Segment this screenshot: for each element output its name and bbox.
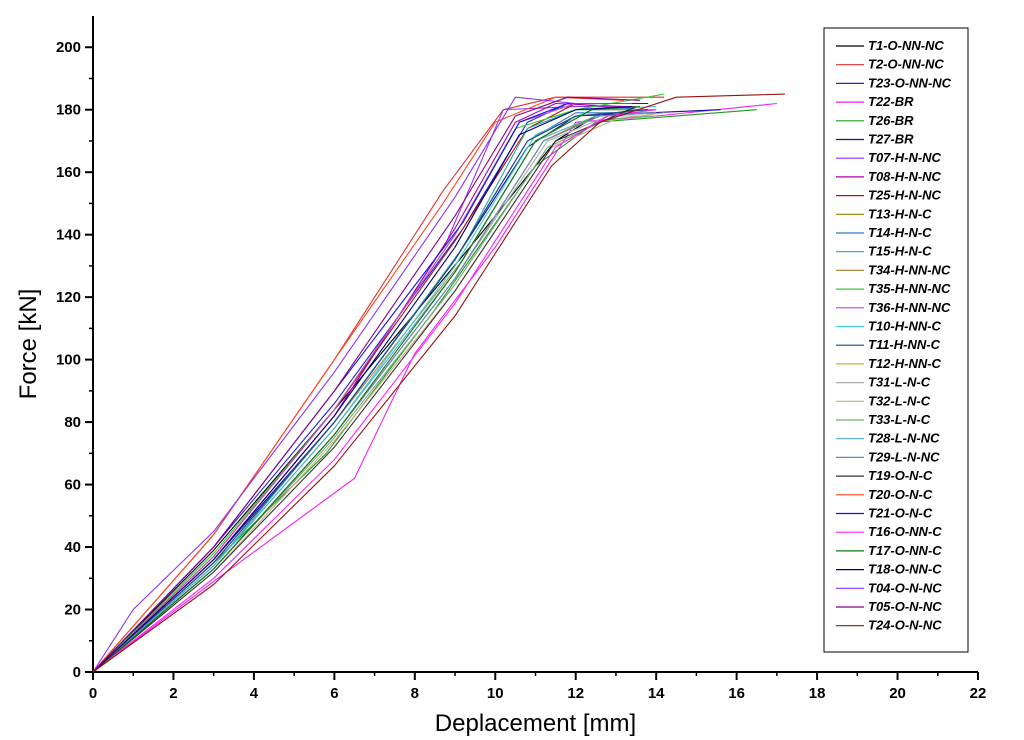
- legend-label: T1-O-NN-NC: [868, 38, 944, 53]
- legend-label: T13-H-N-C: [868, 206, 932, 221]
- y-tick-label: 60: [64, 477, 81, 494]
- legend-label: T04-O-N-NC: [868, 580, 942, 595]
- series-line-t29-l-n-nc: [92, 112, 657, 673]
- legend-label: T34-H-NN-NC: [868, 262, 951, 277]
- legend-label: T21-O-N-C: [868, 506, 933, 521]
- series-line-t17-o-nn-c: [92, 106, 641, 673]
- legend-label: T23-O-NN-NC: [868, 75, 952, 90]
- series-line-t18-o-nn-c: [92, 106, 633, 673]
- x-tick-label: 12: [567, 685, 584, 702]
- series-line-t14-h-n-c: [92, 112, 657, 673]
- legend-label: T27-BR: [868, 132, 914, 147]
- x-tick-label: 10: [487, 685, 504, 702]
- legend-label: T22-BR: [868, 94, 914, 109]
- legend-label: T24-O-N-NC: [868, 618, 942, 633]
- legend-label: T20-O-N-C: [868, 487, 933, 502]
- legend-label: T31-L-N-C: [868, 375, 931, 390]
- series-line-t27-br: [92, 109, 721, 673]
- x-tick-label: 8: [411, 685, 419, 702]
- y-axis-title: Force [kN]: [15, 289, 42, 400]
- legend-label: T26-BR: [868, 113, 914, 128]
- series-line-t16-o-nn-c: [92, 109, 657, 673]
- y-tick-label: 180: [56, 102, 81, 119]
- legend-label: T16-O-NN-C: [868, 524, 942, 539]
- legend-label: T05-O-N-NC: [868, 599, 942, 614]
- legend-label: T07-H-N-NC: [868, 150, 942, 165]
- series-line-t12-h-nn-c: [92, 112, 657, 673]
- y-tick-label: 120: [56, 289, 81, 306]
- x-tick-label: 0: [89, 685, 97, 702]
- series-line-t08-h-n-nc: [92, 102, 625, 673]
- legend-label: T17-O-NN-C: [868, 543, 942, 558]
- series-line-t04-o-n-nc: [92, 96, 632, 673]
- legend-label: T29-L-N-NC: [868, 449, 940, 464]
- y-tick-label: 20: [64, 602, 81, 619]
- legend-label: T18-O-NN-C: [868, 562, 942, 577]
- x-tick-label: 2: [169, 685, 177, 702]
- series-line-t11-h-nn-c: [92, 109, 649, 673]
- x-tick-label: 4: [250, 685, 259, 702]
- series-line-t13-h-n-c: [92, 112, 657, 673]
- legend-label: T10-H-NN-C: [868, 319, 942, 334]
- chart-axes: 0 2 4 6 8 10 12 14 16 18 20 22 0 20 40 60 80 100 120 140 160…: [56, 16, 986, 702]
- legend-label: T14-H-N-C: [868, 225, 932, 240]
- legend-label: T19-O-N-C: [868, 468, 933, 483]
- y-tick-label: 140: [56, 227, 81, 244]
- legend-box: [823, 27, 969, 653]
- legend-label: T25-H-N-NC: [868, 188, 942, 203]
- x-tick-label: 22: [970, 685, 987, 702]
- y-tick-label: 200: [56, 39, 81, 56]
- y-tick-label: 80: [64, 414, 81, 431]
- plot-area: [92, 93, 785, 673]
- x-tick-label: 18: [809, 685, 826, 702]
- legend: T1-O-NN-NC T2-O-NN-NC T23-O-NN-NC T22-BR T26…: [823, 27, 969, 653]
- legend-label: T32-L-N-C: [868, 393, 931, 408]
- legend-label: T36-H-NN-NC: [868, 300, 951, 315]
- legend-label: T35-H-NN-NC: [868, 281, 951, 296]
- x-tick-label: 6: [330, 685, 338, 702]
- legend-label: T28-L-N-NC: [868, 431, 940, 446]
- x-tick-label: 14: [648, 685, 665, 702]
- x-tick-label: 20: [889, 685, 906, 702]
- series-line-t05-o-n-nc: [92, 96, 641, 673]
- y-tick-label: 0: [73, 664, 81, 681]
- legend-label: T11-H-NN-C: [868, 337, 941, 352]
- legend-label: T15-H-N-C: [868, 244, 932, 259]
- legend-label: T33-L-N-C: [868, 412, 931, 427]
- series-line-t24-o-n-nc: [92, 93, 785, 673]
- y-tick-label: 40: [64, 539, 81, 556]
- x-tick-label: 16: [728, 685, 745, 702]
- y-tick-label: 100: [56, 352, 81, 369]
- legend-label: T2-O-NN-NC: [868, 57, 944, 72]
- series-line-t20-o-n-c: [92, 96, 625, 673]
- y-tick-label: 160: [56, 164, 81, 181]
- legend-label: T12-H-NN-C: [868, 356, 942, 371]
- x-axis-title: Deplacement [mm]: [435, 710, 636, 737]
- legend-label: T08-H-N-NC: [868, 169, 942, 184]
